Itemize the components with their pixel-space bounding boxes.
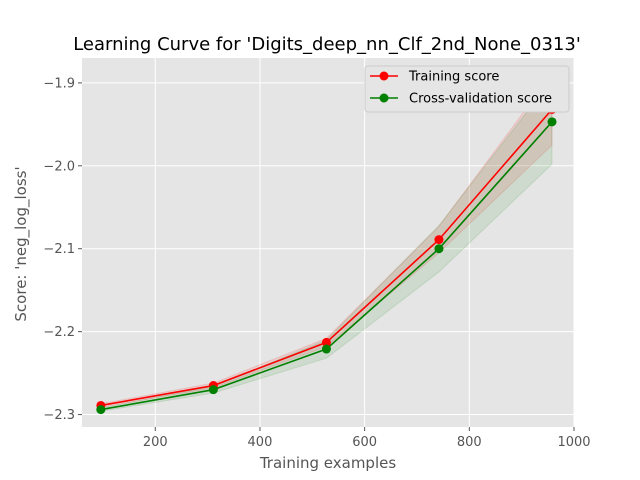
legend-swatch-marker <box>379 71 389 81</box>
x-tick-label: 600 <box>352 435 377 450</box>
series-1-point <box>96 405 106 415</box>
x-tick-label: 400 <box>248 435 273 450</box>
series-1-point <box>434 244 444 254</box>
legend-label: Training score <box>408 70 499 85</box>
series-1-point <box>208 385 218 395</box>
y-axis-ticks: −2.3 −2.2 −2.1 −2.0 −1.9 <box>43 76 82 423</box>
x-tick-label: 800 <box>457 435 482 450</box>
y-tick-label: −2.3 <box>43 408 75 423</box>
series-1-point <box>547 117 557 127</box>
legend-swatch-marker <box>379 93 389 103</box>
y-tick-label: −1.9 <box>43 76 75 91</box>
chart-title: Learning Curve for 'Digits_deep_nn_Clf_2… <box>73 34 581 55</box>
plot-area <box>82 58 574 427</box>
x-axis-title: Training examples <box>259 454 397 472</box>
series-0-point <box>434 235 444 245</box>
legend-label: Cross-validation score <box>409 92 552 107</box>
x-axis-ticks: 200 400 600 800 1000 <box>143 427 591 450</box>
y-tick-label: −2.0 <box>43 159 75 174</box>
series-1-point <box>321 344 331 354</box>
y-tick-label: −2.2 <box>43 325 75 340</box>
x-tick-label: 1000 <box>557 435 590 450</box>
series-0-point <box>321 337 331 347</box>
y-tick-label: −2.1 <box>43 242 75 257</box>
x-tick-label: 200 <box>143 435 168 450</box>
legend-box <box>364 65 570 113</box>
y-axis-title: Score: 'neg_log_loss' <box>12 166 31 321</box>
legend: Training score Cross-validation score <box>364 65 570 113</box>
